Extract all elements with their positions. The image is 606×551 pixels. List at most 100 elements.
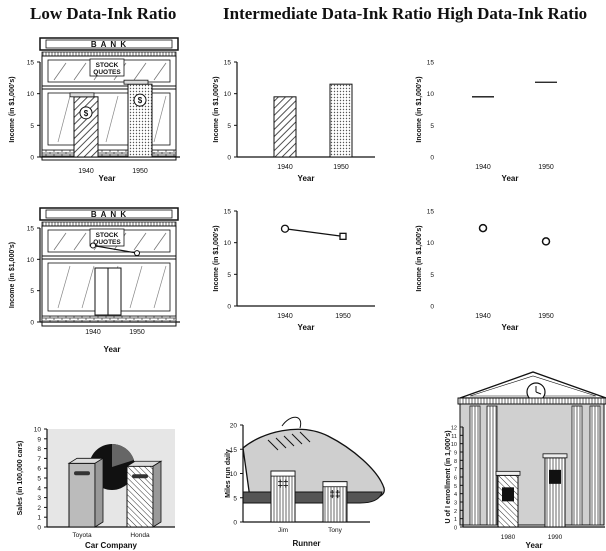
enrollment-ytick-label: 10 [451, 442, 457, 448]
mid-line-ytick-label: 10 [224, 240, 232, 247]
dollar-sign-icon: $ [84, 109, 89, 118]
low-line-ylabel: Income (in $1,000's) [9, 242, 16, 308]
low-line-ytick-label: 15 [27, 226, 35, 233]
temple-column [486, 405, 498, 526]
bank-facade [41, 225, 177, 327]
students-icon [549, 469, 561, 484]
low-bar-bar-1940 [73, 96, 99, 158]
car-icon [132, 474, 148, 479]
runner-figures-icon: ‡‡ [329, 490, 340, 501]
cars-ytick-label: 7 [37, 456, 41, 463]
mid-line-ytick-label: 0 [227, 304, 231, 311]
enrollment-ytick-label: 0 [454, 526, 457, 532]
temple-frieze [457, 397, 606, 405]
mid-line-point-1940 [280, 224, 290, 233]
bank-sign [45, 39, 173, 49]
stock-quotes-board [89, 228, 125, 247]
runner-bar-Jim [270, 470, 296, 523]
mid-bar-ytick-label: 5 [227, 123, 231, 130]
window-glare [153, 62, 167, 81]
bank-cornice [41, 221, 177, 227]
runner-bar-Tony [322, 481, 348, 523]
bank-facade [41, 55, 177, 161]
low-line-ytick-label: 0 [30, 320, 34, 327]
runner-category-label: Jim [278, 527, 288, 534]
low-bar-ytick-label: 10 [27, 91, 35, 98]
high-bar-ytick-label: 5 [430, 123, 434, 130]
runner-ytick-label: 0 [233, 520, 237, 527]
enrollment-ytick-label: 9 [454, 451, 457, 457]
cars-ytick-label: 4 [37, 485, 41, 492]
cars-ytick-label: 6 [37, 466, 41, 473]
temple-facade [459, 403, 605, 526]
enrollment-ytick-label: 7 [454, 467, 457, 473]
high-bar-ytick-label: 0 [430, 155, 434, 162]
shoe-lace [299, 431, 311, 443]
mid-line-ytick-label: 15 [224, 209, 232, 216]
high-line-category-label: 1940 [475, 313, 491, 320]
runner-category-label: Tony [328, 527, 342, 534]
window-glare [105, 95, 119, 143]
shoe-lace [275, 437, 287, 449]
stock-quotes-word: QUOTES [93, 69, 121, 76]
mid-bar-ytick-label: 10 [224, 91, 232, 98]
mid-line-category-label: 1940 [277, 313, 293, 320]
high-line-point-1950 [541, 237, 551, 246]
enrollment-ytick-label: 8 [454, 459, 457, 465]
cars-axes: 0 1 2 3 4 5 6 7 8 9 10 Toyota Honda Car Company Sales … [17, 427, 175, 550]
cars-ytick-label: 3 [37, 495, 41, 502]
window-glare [57, 265, 71, 309]
runner-axes: 0 5 10 15 20 Jim Tony Runner Miles run daily [225, 423, 370, 548]
runner-ytick-label: 10 [230, 471, 238, 478]
cars-ytick-label: 8 [37, 446, 41, 453]
low-bar-ytick-label: 15 [27, 60, 35, 67]
bar-3d-top [69, 92, 95, 98]
temple-column [571, 405, 583, 526]
bank-base [41, 149, 177, 157]
high-line-axes: 0 5 10 15 1940 1950 Year Income (in $1,000's) [416, 209, 554, 333]
shoe-lace [283, 435, 295, 447]
high-bar-xlabel: Year [502, 174, 519, 183]
bank-name: B A N K [91, 210, 127, 219]
high-bar-ytick-label: 10 [427, 91, 435, 98]
window-glare [73, 62, 87, 81]
high-bar-axes: 0 5 10 15 1940 1950 Year Income (in $1,000's) [416, 60, 554, 184]
temple-column [589, 405, 601, 526]
enrollment-ytick-label: 5 [454, 484, 457, 490]
high-line-ylabel: Income (in $1,000's) [416, 225, 423, 291]
cars-ytick-label: 2 [37, 505, 41, 512]
mid-bar-bar-1950 [329, 83, 353, 158]
mid-line-category-label: 1950 [335, 313, 351, 320]
shoe-upper [242, 428, 385, 500]
column-capital [495, 470, 521, 476]
cars-ytick-label: 10 [34, 427, 42, 434]
cars-category-label: Honda [130, 532, 150, 539]
mid-bar-ytick-label: 15 [224, 60, 232, 67]
low-line-point-1950 [134, 250, 140, 257]
enrollment-category-label: 1980 [501, 534, 516, 541]
mid-line-point-1950 [339, 232, 347, 240]
column-capital [542, 453, 568, 459]
students-icon [502, 487, 514, 502]
mid-bar-category-label: 1950 [333, 164, 349, 171]
enrollment-ytick-label: 1 [454, 517, 457, 523]
dollar-sign-icon: $ [138, 96, 143, 105]
mid-line-ytick-label: 5 [227, 272, 231, 279]
cars-ytick-label: 1 [37, 515, 41, 522]
window-glare [153, 232, 167, 251]
high-bar-ylabel: Income (in $1,000's) [416, 76, 423, 142]
low-bar-xlabel: Year [99, 174, 116, 183]
car-icon [74, 471, 90, 476]
low-bar-axes: 0 5 10 15 1940 1950 Year Income (in $1,000's) [9, 60, 180, 183]
window-glare [153, 265, 167, 309]
high-line-xlabel: Year [502, 323, 519, 332]
bar-3d-top [123, 79, 149, 85]
clock-hand [535, 391, 542, 395]
window-glare [153, 95, 167, 143]
shoe-lace-bow [281, 416, 302, 429]
cars-xlabel: Car Company [85, 541, 138, 550]
enrollment-ylabel: U of I enrollment (in 1,000's) [445, 430, 452, 523]
cars-ylabel: Sales (in 100,000 cars) [17, 441, 24, 516]
